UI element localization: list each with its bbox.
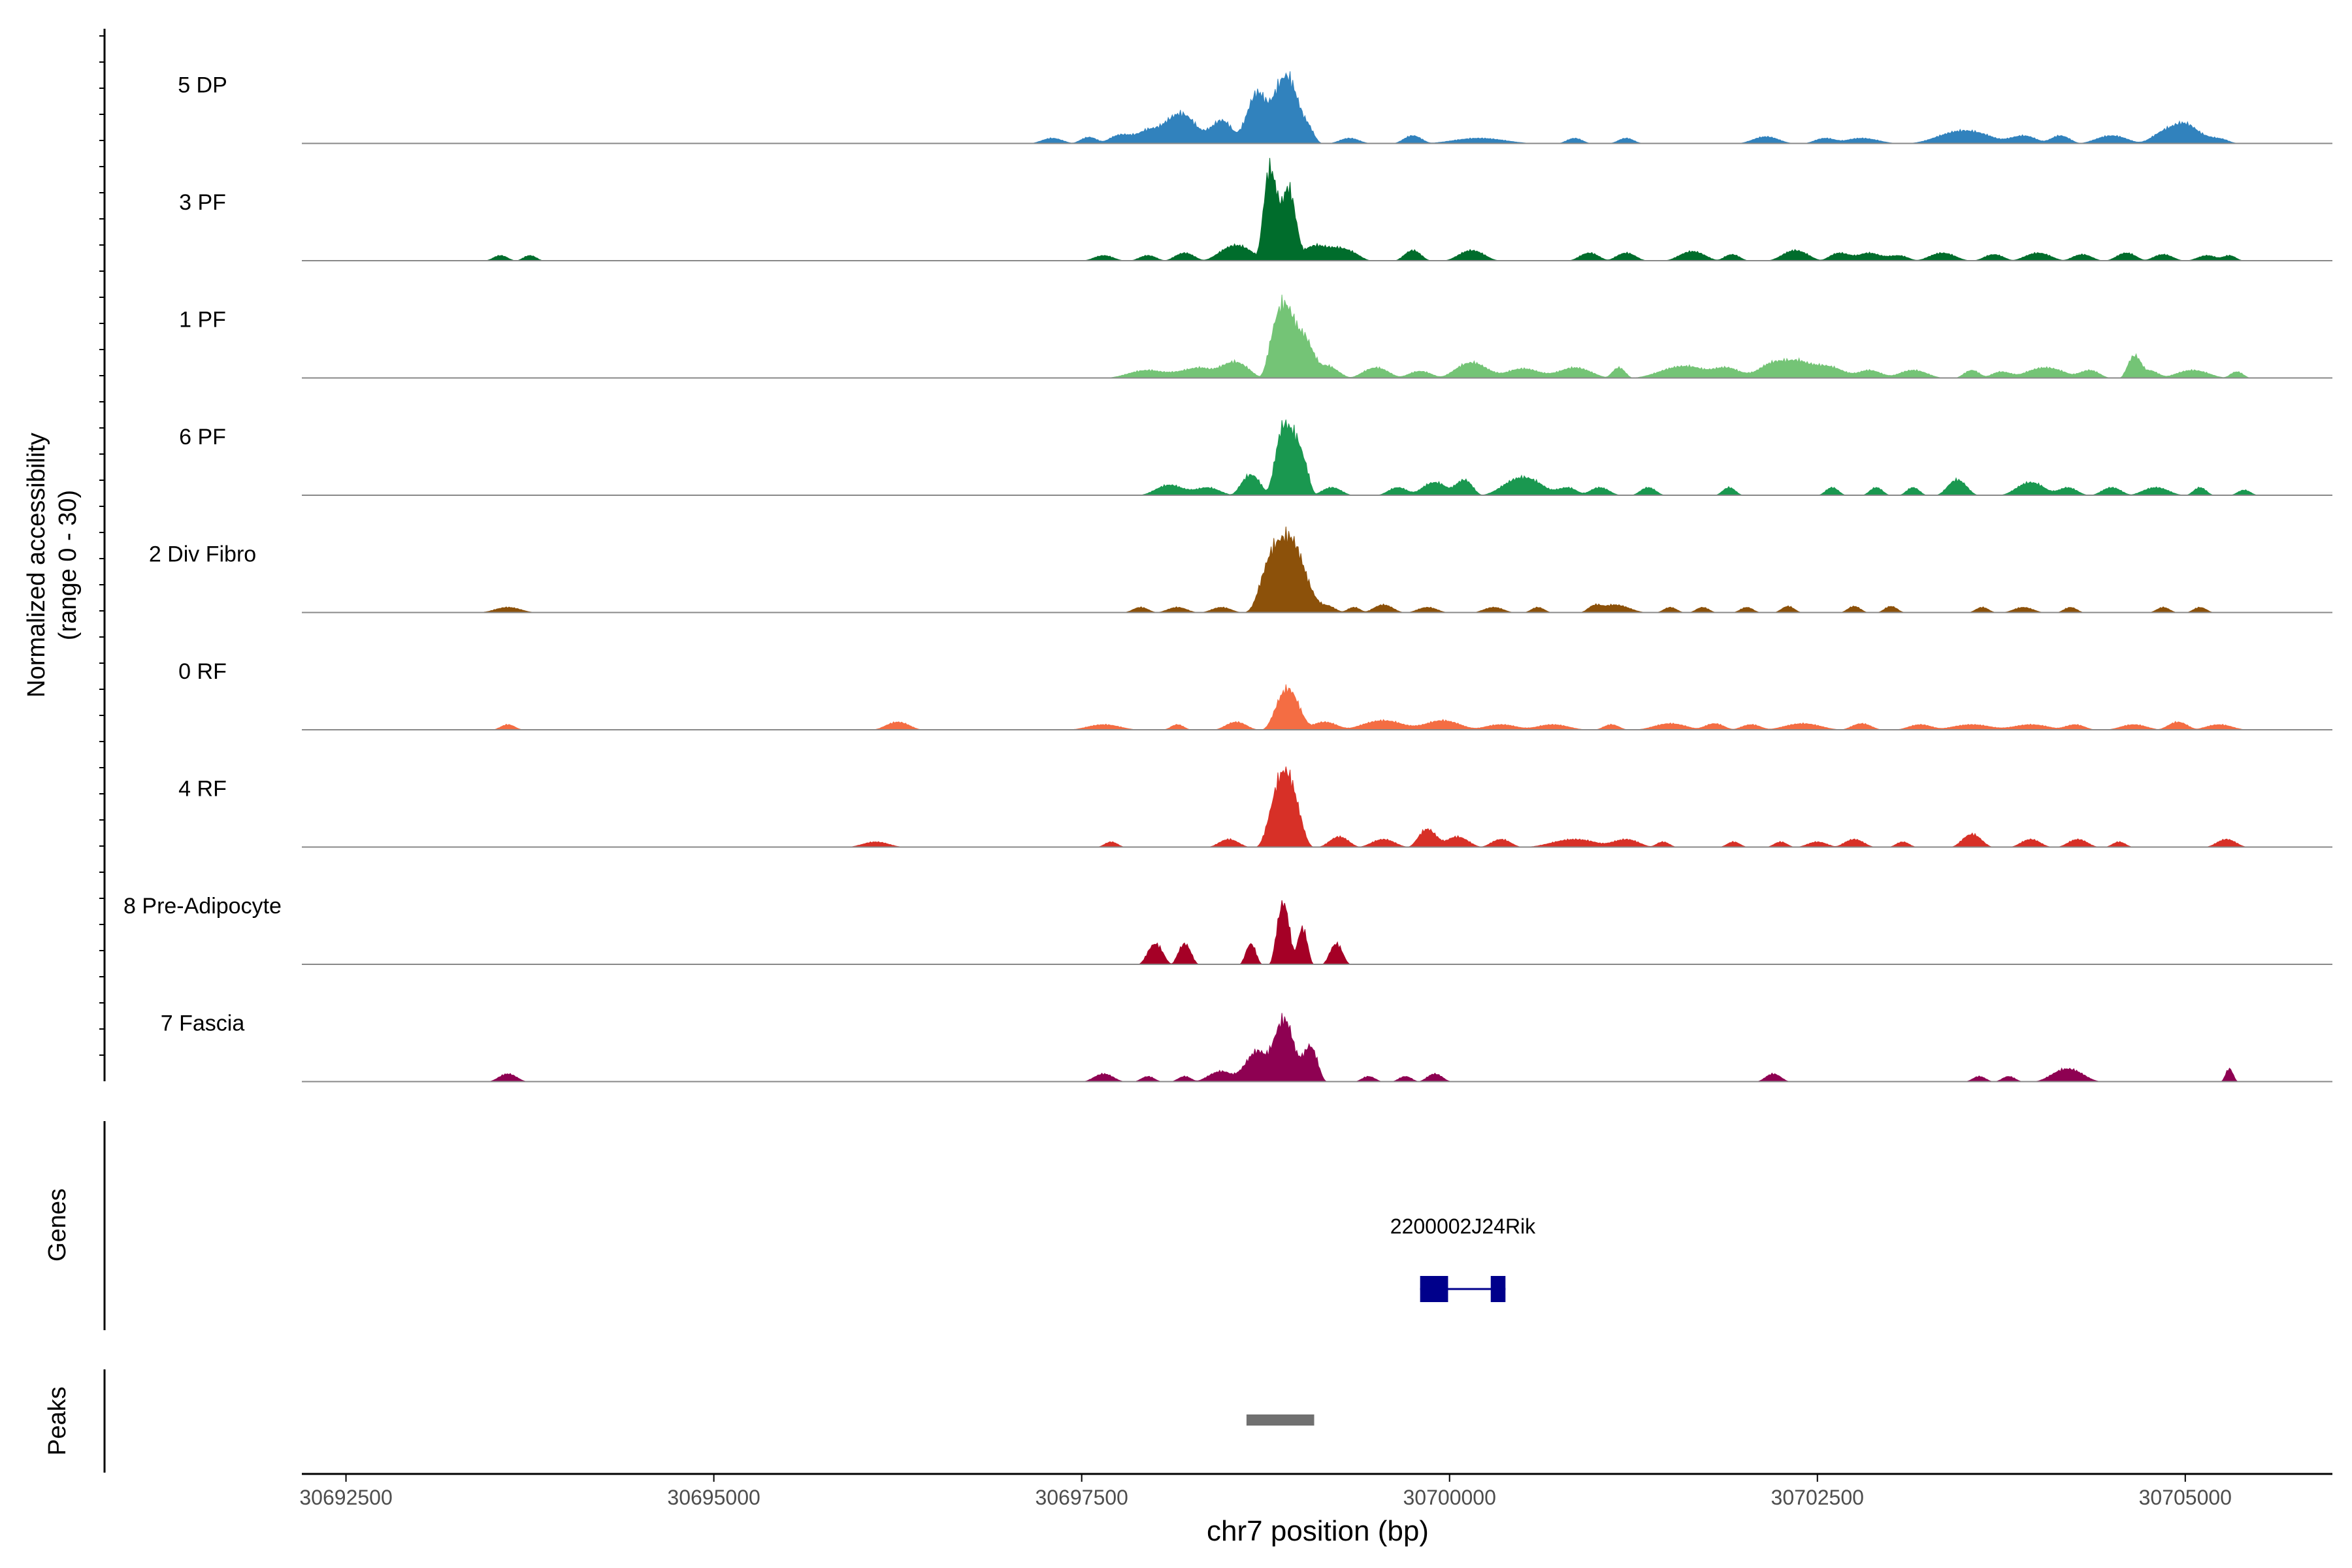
gene-name-label: 2200002J24Rik <box>1390 1215 1536 1238</box>
x-tick-label: 30702500 <box>1771 1486 1864 1509</box>
track-6-pf: 6 PF <box>179 419 2332 496</box>
track-1-pf: 1 PF <box>179 294 2332 379</box>
peak-track <box>103 1369 1315 1473</box>
peaks-track-label: Peaks <box>44 1386 71 1456</box>
coverage-area <box>485 1013 2240 1083</box>
coverage-area <box>845 766 2250 847</box>
coverage-area <box>1103 294 2253 378</box>
genes-track-label: Genes <box>44 1188 71 1262</box>
gene-track: 2200002J24Rik <box>103 1121 1536 1330</box>
track-3-pf: 3 PF <box>179 157 2332 261</box>
peak-region <box>1246 1414 1315 1426</box>
track-label: 1 PF <box>179 308 226 333</box>
track-label: 7 Fascia <box>161 1011 245 1036</box>
track-label: 3 PF <box>179 190 226 215</box>
x-axis: 30692500 30695000 30697500 30700000 30702500… <box>299 1473 2332 1509</box>
x-tick-label: 30697500 <box>1035 1486 1128 1509</box>
track-2-div-fibro: 2 Div Fibro <box>149 526 2332 613</box>
track-label: 4 RF <box>178 777 227 802</box>
track-7-fascia: 7 Fascia <box>161 1011 2332 1083</box>
gene-exon <box>1420 1276 1448 1302</box>
x-axis-title: chr7 position (bp) <box>1207 1515 1429 1547</box>
track-8-pre-adipocyte: 8 Pre-Adipocyte <box>123 894 2332 965</box>
coverage-tracks: 5 DP 3 PF 1 PF 6 PF 2 Div Fibro 0 RF 4 RF 8 Pre… <box>99 29 2332 1083</box>
coverage-axis-title: Normalized accessibility <box>23 433 50 697</box>
x-tick-label: 30695000 <box>667 1486 760 1509</box>
coverage-area <box>483 157 2245 261</box>
track-0-rf: 0 RF <box>178 659 2332 730</box>
track-label: 6 PF <box>179 425 226 449</box>
coverage-area <box>1027 71 2241 144</box>
track-5-dp: 5 DP <box>178 71 2332 144</box>
x-tick-label: 30700000 <box>1403 1486 1496 1509</box>
coverage-area <box>491 684 2250 730</box>
coverage-area <box>1137 900 1352 965</box>
track-label: 0 RF <box>178 659 227 684</box>
track-label: 5 DP <box>178 73 227 98</box>
gene-exon <box>1490 1276 1506 1302</box>
coverage-area <box>478 526 2216 613</box>
coverage-axis-range: (range 0 - 30) <box>54 490 82 640</box>
x-tick-label: 30692500 <box>299 1486 392 1509</box>
track-4-rf: 4 RF <box>178 766 2332 848</box>
track-label: 2 Div Fibro <box>149 542 256 567</box>
coverage-area <box>1137 419 2260 496</box>
x-tick-label: 30705000 <box>2139 1486 2232 1509</box>
track-label: 8 Pre-Adipocyte <box>123 894 282 919</box>
